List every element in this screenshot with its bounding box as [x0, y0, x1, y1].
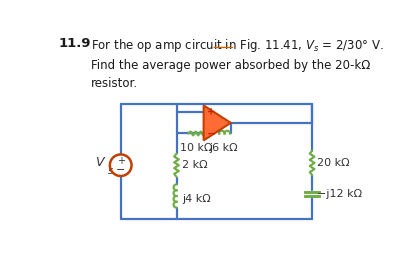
Text: +: + [117, 156, 125, 166]
Text: For the op amp circuit in Fig. 11.41, $V_s$ = 2/30° V.
Find the average power ab: For the op amp circuit in Fig. 11.41, $V… [91, 37, 384, 90]
Text: −j12 kΩ: −j12 kΩ [317, 189, 362, 199]
Text: −: − [116, 165, 126, 175]
Text: s: s [108, 166, 113, 176]
Text: 20 kΩ: 20 kΩ [317, 158, 349, 168]
Text: j6 kΩ: j6 kΩ [210, 144, 238, 153]
Text: j4 kΩ: j4 kΩ [182, 194, 211, 204]
Text: +: + [207, 106, 215, 117]
Text: 10 kΩ: 10 kΩ [181, 144, 213, 153]
Text: 2 kΩ: 2 kΩ [182, 160, 207, 170]
Text: −: − [207, 129, 216, 139]
Text: 11.9: 11.9 [59, 37, 91, 50]
Text: V: V [95, 156, 104, 169]
Polygon shape [204, 105, 231, 140]
